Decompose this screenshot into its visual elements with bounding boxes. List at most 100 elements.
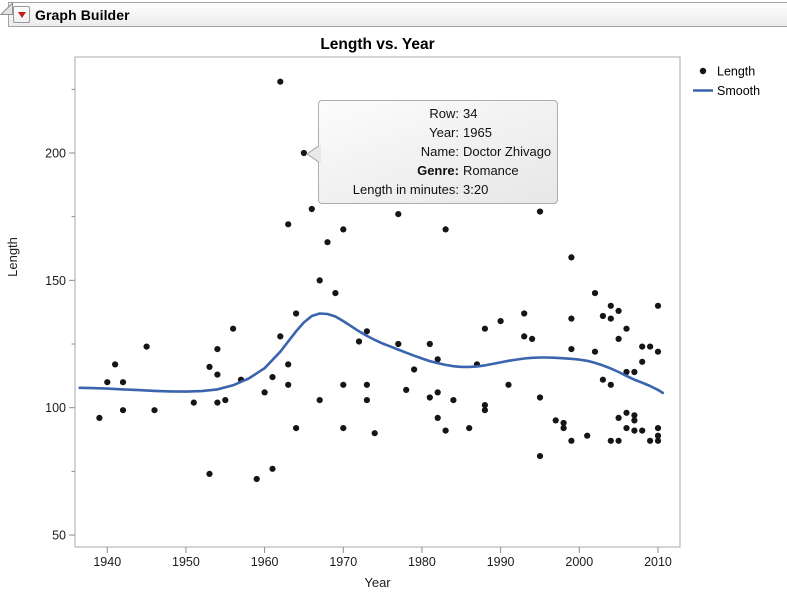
data-point[interactable] (222, 397, 229, 404)
data-point[interactable] (607, 315, 614, 322)
data-point[interactable] (316, 397, 323, 404)
x-axis-tick-label[interactable]: 1990 (487, 555, 515, 569)
data-point[interactable] (300, 149, 307, 157)
data-point[interactable] (324, 239, 331, 246)
data-point[interactable] (654, 425, 662, 432)
data-point[interactable] (285, 381, 292, 388)
data-point[interactable] (143, 343, 150, 350)
data-point[interactable] (639, 358, 646, 365)
data-point[interactable] (340, 226, 347, 233)
data-point[interactable] (536, 208, 544, 215)
data-point[interactable] (591, 290, 599, 297)
data-point[interactable] (426, 394, 433, 401)
y-axis-tick-label[interactable]: 50 (52, 529, 66, 543)
data-point[interactable] (293, 310, 300, 317)
data-point[interactable] (584, 432, 591, 439)
data-point[interactable] (497, 318, 504, 325)
data-point[interactable] (623, 368, 630, 376)
data-point[interactable] (434, 356, 441, 363)
data-point[interactable] (647, 343, 654, 350)
x-axis-tick-label[interactable]: 1960 (251, 555, 279, 569)
disclosure-triangle-icon[interactable] (0, 0, 14, 16)
data-point[interactable] (560, 425, 567, 432)
data-point[interactable] (206, 363, 213, 370)
data-point[interactable] (481, 407, 488, 414)
data-point[interactable] (599, 376, 607, 383)
data-point[interactable] (442, 427, 449, 434)
data-point[interactable] (119, 379, 127, 386)
x-axis-tick-label[interactable]: 1950 (172, 555, 200, 569)
data-point[interactable] (363, 328, 370, 335)
data-point[interactable] (119, 407, 127, 414)
x-axis-title[interactable]: Year (364, 575, 391, 590)
data-point[interactable] (395, 340, 402, 348)
data-point[interactable] (623, 409, 630, 416)
x-axis-tick-label[interactable]: 2000 (565, 555, 593, 569)
data-point[interactable] (340, 425, 347, 432)
data-point[interactable] (112, 361, 119, 368)
data-point[interactable] (654, 437, 662, 444)
y-axis-title[interactable]: Length (5, 237, 20, 277)
data-point[interactable] (261, 389, 268, 396)
legend-item-label[interactable]: Smooth (717, 84, 760, 98)
data-point[interactable] (631, 427, 638, 434)
data-point[interactable] (214, 371, 221, 378)
data-point[interactable] (568, 254, 575, 261)
data-point[interactable] (340, 381, 347, 388)
data-point[interactable] (277, 333, 284, 340)
y-axis-tick-label[interactable]: 100 (45, 401, 66, 415)
report-titlebar[interactable]: Graph Builder (8, 2, 787, 27)
data-point[interactable] (552, 417, 559, 424)
chart-title[interactable]: Length vs. Year (320, 36, 434, 53)
data-point[interactable] (269, 465, 276, 472)
data-point[interactable] (434, 389, 441, 396)
data-point[interactable] (293, 425, 300, 432)
data-point[interactable] (536, 394, 544, 401)
data-point[interactable] (308, 205, 315, 213)
data-point[interactable] (316, 277, 323, 284)
data-point[interactable] (450, 397, 457, 404)
data-point[interactable] (269, 374, 276, 381)
data-point[interactable] (591, 348, 599, 355)
data-point[interactable] (481, 325, 488, 332)
data-point[interactable] (654, 302, 662, 309)
data-point[interactable] (434, 414, 441, 421)
data-point[interactable] (96, 414, 103, 421)
data-point[interactable] (568, 437, 575, 444)
data-point[interactable] (253, 475, 260, 483)
x-axis-tick-label[interactable]: 2010 (644, 555, 672, 569)
data-point[interactable] (639, 427, 646, 434)
x-axis-tick-label[interactable]: 1980 (408, 555, 436, 569)
data-point[interactable] (615, 414, 622, 421)
data-point[interactable] (631, 412, 638, 419)
data-point[interactable] (277, 78, 284, 85)
data-point[interactable] (442, 226, 449, 233)
data-point[interactable] (214, 346, 221, 353)
data-point[interactable] (403, 386, 410, 393)
data-point[interactable] (214, 399, 221, 406)
data-point[interactable] (151, 407, 158, 414)
data-point[interactable] (529, 335, 536, 342)
data-point[interactable] (631, 368, 638, 376)
data-point[interactable] (481, 402, 488, 409)
data-point[interactable] (332, 290, 339, 297)
data-point[interactable] (395, 211, 402, 218)
x-axis-tick-label[interactable]: 1940 (93, 555, 121, 569)
data-point[interactable] (654, 348, 662, 355)
data-point[interactable] (623, 325, 630, 332)
data-point[interactable] (206, 470, 213, 477)
data-point[interactable] (355, 338, 363, 345)
data-point[interactable] (607, 302, 614, 309)
data-point[interactable] (363, 381, 370, 388)
smooth-line[interactable] (78, 312, 664, 395)
data-point[interactable] (607, 437, 614, 444)
data-point[interactable] (568, 315, 575, 322)
data-point[interactable] (654, 432, 662, 439)
red-triangle-menu-button[interactable] (13, 6, 30, 23)
legend-item-label[interactable]: Length (717, 65, 755, 79)
data-point[interactable] (411, 366, 418, 373)
data-point[interactable] (560, 419, 567, 427)
data-point[interactable] (230, 325, 237, 332)
data-point[interactable] (536, 453, 544, 460)
data-point[interactable] (371, 430, 378, 437)
